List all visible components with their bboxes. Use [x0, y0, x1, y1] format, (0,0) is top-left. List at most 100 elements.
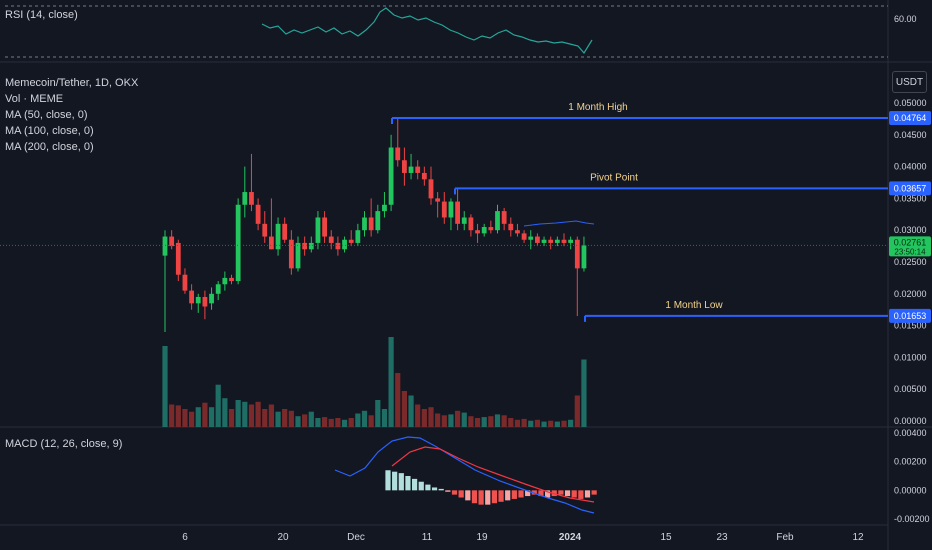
legend-ma200[interactable]: MA (200, close, 0) — [5, 141, 94, 153]
candle-body[interactable] — [461, 217, 467, 224]
candle-body[interactable] — [255, 204, 261, 224]
time-axis-label: 20 — [277, 532, 289, 543]
legend-volume[interactable]: Vol · MEME — [5, 93, 63, 105]
candle-body[interactable] — [288, 239, 294, 269]
countdown-text: 23:50:14 — [894, 247, 926, 256]
candle-body[interactable] — [335, 242, 341, 250]
candle-body[interactable] — [315, 217, 321, 243]
candle-body[interactable] — [568, 239, 574, 243]
candle-body[interactable] — [528, 236, 534, 240]
candle-body[interactable] — [169, 236, 175, 247]
candle-body[interactable] — [428, 179, 434, 199]
volume-bar — [308, 411, 314, 427]
candle-body[interactable] — [508, 223, 514, 231]
candle-body[interactable] — [348, 239, 354, 243]
macd-histogram-bar — [511, 490, 517, 499]
candle-body[interactable] — [481, 227, 487, 234]
main-legend-title[interactable]: Memecoin/Tether, 1D, OKX — [5, 77, 138, 89]
candle-body[interactable] — [515, 230, 520, 234]
candle-body[interactable] — [249, 192, 254, 205]
candle-body[interactable] — [554, 239, 560, 243]
candle-body[interactable] — [402, 160, 407, 173]
candle-body[interactable] — [235, 204, 241, 282]
candle-body[interactable] — [162, 236, 168, 256]
candle-body[interactable] — [342, 239, 347, 250]
candle-body[interactable] — [448, 201, 454, 218]
candle-body[interactable] — [495, 211, 500, 231]
candle-body[interactable] — [468, 217, 474, 231]
candle-body[interactable] — [408, 166, 414, 173]
candle-body[interactable] — [368, 217, 374, 231]
candle-body[interactable] — [488, 227, 494, 231]
candle-body[interactable] — [202, 296, 208, 307]
candle-body[interactable] — [269, 236, 274, 250]
macd-tick-label: 0.00200 — [894, 457, 927, 467]
macd-histogram-bar — [498, 490, 504, 502]
candle-body[interactable] — [242, 192, 248, 205]
volume-bar — [528, 420, 534, 427]
candle-body[interactable] — [215, 284, 221, 294]
candle-body[interactable] — [581, 245, 587, 269]
candle-body[interactable] — [541, 239, 547, 243]
time-axis-label: 12 — [852, 532, 864, 543]
price-tick-label: 0.03000 — [894, 225, 927, 235]
rsi-legend-text: RSI (14, close) — [5, 9, 78, 21]
candle-body[interactable] — [295, 242, 301, 269]
candle-body[interactable] — [455, 201, 460, 224]
candle-body[interactable] — [521, 233, 527, 240]
volume-bar — [508, 418, 514, 427]
candle-body[interactable] — [222, 277, 228, 285]
candle-body[interactable] — [375, 211, 381, 231]
currency-button[interactable]: USDT — [892, 71, 927, 93]
candle-body[interactable] — [282, 223, 288, 240]
candle-body[interactable] — [195, 296, 201, 304]
volume-bar — [335, 418, 341, 427]
macd-legend[interactable]: MACD (12, 26, close, 9) — [5, 438, 122, 450]
pivot-point-price-text: 0.03657 — [894, 183, 927, 193]
volume-bar — [421, 409, 427, 427]
candle-body[interactable] — [435, 198, 441, 202]
candle-body[interactable] — [501, 211, 507, 224]
volume-bar — [182, 409, 188, 427]
legend-ma100[interactable]: MA (100, close, 0) — [5, 125, 94, 137]
candle-body[interactable] — [189, 290, 194, 304]
candle-body[interactable] — [535, 236, 540, 243]
candle-body[interactable] — [362, 217, 367, 231]
candle-body[interactable] — [262, 223, 268, 237]
candle-body[interactable] — [302, 242, 308, 250]
volume-bar — [574, 395, 580, 427]
candle-body[interactable] — [355, 230, 361, 243]
macd-histogram-bar — [578, 490, 584, 499]
macd-histogram-bar — [398, 473, 404, 491]
candle-body[interactable] — [441, 201, 447, 218]
volume-bar — [455, 410, 461, 427]
volume-bar — [494, 414, 501, 427]
candle-body[interactable] — [475, 230, 480, 234]
volume-bar — [435, 413, 441, 427]
candle-body[interactable] — [328, 236, 334, 243]
legend-ma50[interactable]: MA (50, close, 0) — [5, 109, 88, 121]
candle-body[interactable] — [182, 274, 188, 291]
candle-body[interactable] — [275, 223, 281, 250]
price-tick-label: 0.04000 — [894, 162, 927, 172]
macd-tick-label: -0.00200 — [894, 514, 930, 524]
price-tick-label: 0.01000 — [894, 352, 927, 362]
candle-body[interactable] — [382, 204, 387, 212]
candle-body[interactable] — [209, 293, 214, 304]
candle-body[interactable] — [322, 217, 327, 237]
candle-body[interactable] — [229, 277, 234, 282]
candle-body[interactable] — [395, 147, 401, 161]
candle-body[interactable] — [308, 242, 314, 250]
candle-body[interactable] — [388, 147, 394, 205]
candle-body[interactable] — [421, 172, 427, 180]
candle-body[interactable] — [561, 239, 567, 243]
candle-body[interactable] — [574, 239, 580, 269]
volume-bar — [441, 415, 447, 427]
candle-body[interactable] — [415, 166, 421, 173]
rsi-legend[interactable]: RSI (14, close) — [5, 9, 78, 21]
volume-bar — [242, 401, 248, 427]
candle-body[interactable] — [548, 239, 554, 243]
volume-bar — [282, 409, 288, 427]
candle-body[interactable] — [175, 242, 181, 275]
